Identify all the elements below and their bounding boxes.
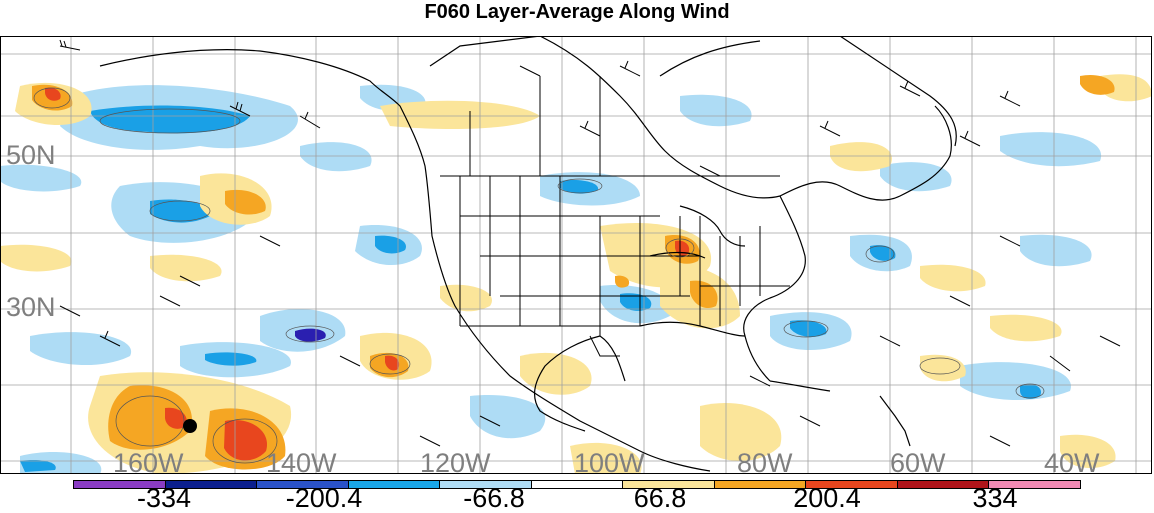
wind-barbs xyxy=(59,39,1121,447)
lat-label-30n: 30N xyxy=(6,292,56,322)
lon-label-120w: 120W xyxy=(420,448,491,475)
lon-label-160w: 160W xyxy=(113,448,184,475)
colorbar-segment xyxy=(257,481,349,488)
colorbar-segment xyxy=(989,481,1081,488)
wind-map xyxy=(0,36,1152,474)
lon-label-100w: 100W xyxy=(574,448,645,475)
colorbar xyxy=(73,480,1081,489)
colorbar-label-neg66: -66.8 xyxy=(463,483,525,513)
colorbar-segment xyxy=(440,481,532,488)
colorbar-segment xyxy=(623,481,715,488)
lon-label-80w: 80W xyxy=(737,448,793,475)
colorbar-segment xyxy=(165,481,258,488)
colorbar-segment xyxy=(897,481,990,488)
negative-strong-shading xyxy=(295,328,326,342)
coastlines xyxy=(99,36,957,472)
station-marker-icon xyxy=(183,419,197,433)
lon-label-60w: 60W xyxy=(890,448,946,475)
map-panel: 50N 30N 160W 140W 120W 100W 80W 60W 40W xyxy=(0,36,1152,474)
map-title: F060 Layer-Average Along Wind xyxy=(424,1,730,23)
colorbar-segment xyxy=(531,481,624,488)
political-borders xyxy=(440,76,790,357)
graticule xyxy=(0,36,1152,474)
lat-label-50n: 50N xyxy=(6,140,56,170)
colorbar-label-pos66: 66.8 xyxy=(633,483,687,513)
colorbar-segment xyxy=(714,481,807,488)
colorbar-segment xyxy=(806,481,898,488)
lon-label-40w: 40W xyxy=(1044,448,1100,475)
colorbar-segment xyxy=(348,481,441,488)
map-border xyxy=(0,36,1152,474)
colorbar-label-neg200: -200.4 xyxy=(285,483,363,513)
colorbar-segment xyxy=(74,481,166,488)
lon-label-140w: 140W xyxy=(266,448,337,475)
contour-lines xyxy=(33,87,1045,464)
colorbar-label-neg334: -334 xyxy=(136,483,192,513)
colorbar-label-pos334: 334 xyxy=(972,483,1018,513)
colorbar-label-pos200: 200.4 xyxy=(793,483,861,513)
